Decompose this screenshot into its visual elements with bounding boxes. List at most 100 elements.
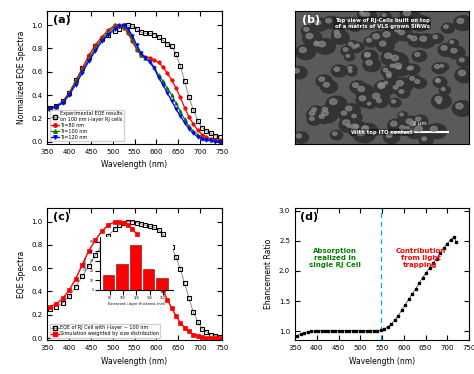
Y-axis label: Ehancement Ratio: Ehancement Ratio bbox=[264, 239, 273, 309]
Ti=80 nm bbox=[151, 58, 157, 62]
Experimental EQE results
on 100 nm i-layer RJ cells bbox=[195, 119, 201, 123]
Point bbox=[306, 79, 314, 85]
Circle shape bbox=[358, 86, 365, 91]
Ti=100 nm bbox=[106, 30, 111, 34]
Ti=120 nm bbox=[217, 140, 222, 144]
Point bbox=[382, 113, 389, 119]
Experimental EQE results
on 100 nm i-layer RJ cells bbox=[212, 134, 218, 138]
Point bbox=[423, 53, 431, 59]
Point bbox=[344, 118, 352, 124]
Circle shape bbox=[320, 80, 337, 93]
Point bbox=[336, 79, 344, 85]
Circle shape bbox=[393, 78, 413, 93]
Point bbox=[308, 105, 315, 111]
Circle shape bbox=[399, 90, 404, 93]
Simulation weighted by size distribution bbox=[204, 336, 210, 340]
Circle shape bbox=[391, 121, 397, 126]
Circle shape bbox=[334, 67, 339, 71]
Ti=120 nm bbox=[155, 75, 161, 80]
Ti=80 nm bbox=[99, 34, 105, 39]
Ti=100 nm bbox=[99, 37, 105, 42]
Point bbox=[341, 12, 348, 18]
Circle shape bbox=[448, 39, 458, 47]
Ti=80 nm bbox=[66, 91, 72, 95]
Circle shape bbox=[406, 119, 413, 124]
Point bbox=[456, 88, 464, 94]
Point bbox=[390, 108, 398, 114]
Circle shape bbox=[391, 84, 404, 94]
Ti=100 nm bbox=[53, 104, 59, 109]
Circle shape bbox=[312, 108, 317, 111]
Ti=120 nm bbox=[151, 66, 157, 71]
Circle shape bbox=[384, 82, 388, 84]
Circle shape bbox=[319, 42, 326, 47]
Circle shape bbox=[320, 105, 334, 116]
Experimental EQE results
on 100 nm i-layer RJ cells bbox=[66, 91, 72, 95]
Point bbox=[313, 139, 321, 145]
Circle shape bbox=[413, 18, 420, 24]
Point bbox=[430, 70, 438, 76]
Point bbox=[452, 33, 460, 39]
Ti=100 nm bbox=[195, 132, 201, 137]
Ti=120 nm bbox=[173, 107, 179, 111]
Point bbox=[414, 141, 421, 147]
Circle shape bbox=[432, 63, 447, 74]
Circle shape bbox=[439, 86, 450, 95]
Point bbox=[291, 78, 299, 84]
Circle shape bbox=[422, 137, 427, 141]
Ti=120 nm bbox=[80, 71, 85, 75]
Circle shape bbox=[397, 66, 401, 69]
Point bbox=[427, 104, 435, 110]
Circle shape bbox=[352, 45, 356, 48]
Point bbox=[416, 62, 424, 68]
Circle shape bbox=[413, 115, 428, 126]
Circle shape bbox=[420, 36, 427, 41]
Ti=80 nm bbox=[117, 23, 122, 27]
Circle shape bbox=[301, 25, 316, 36]
Circle shape bbox=[326, 19, 331, 23]
Circle shape bbox=[346, 65, 357, 73]
Ti=120 nm bbox=[164, 91, 170, 95]
Circle shape bbox=[410, 129, 415, 133]
Point bbox=[451, 111, 459, 117]
Circle shape bbox=[359, 123, 378, 138]
Point bbox=[434, 41, 441, 47]
Simulation weighted by size distribution bbox=[66, 288, 72, 292]
Ti=120 nm bbox=[143, 56, 148, 60]
Circle shape bbox=[296, 134, 301, 138]
Experimental EQE results
on 100 nm i-layer RJ cells bbox=[199, 125, 205, 130]
Ti=100 nm bbox=[164, 86, 170, 90]
Circle shape bbox=[315, 39, 335, 54]
Ti=100 nm bbox=[73, 80, 79, 85]
Ti=80 nm bbox=[112, 23, 118, 27]
Point bbox=[457, 69, 465, 75]
Point bbox=[405, 98, 413, 104]
Circle shape bbox=[361, 13, 365, 16]
Point bbox=[464, 27, 472, 33]
Circle shape bbox=[452, 101, 473, 116]
Ti=80 nm bbox=[53, 104, 59, 109]
Circle shape bbox=[319, 115, 324, 119]
Circle shape bbox=[387, 74, 392, 77]
Point bbox=[352, 83, 359, 89]
Circle shape bbox=[359, 96, 365, 101]
Ti=120 nm bbox=[212, 140, 218, 144]
Point bbox=[356, 16, 364, 22]
Point bbox=[337, 94, 345, 100]
Point bbox=[390, 113, 397, 119]
Point bbox=[309, 127, 316, 133]
Point bbox=[363, 126, 370, 132]
Circle shape bbox=[309, 111, 315, 115]
Point bbox=[298, 52, 306, 58]
Ti=80 nm bbox=[138, 53, 144, 58]
EQE of RJ Cell with i-layer ~ 100 nm bbox=[147, 224, 153, 229]
Circle shape bbox=[355, 128, 375, 142]
Circle shape bbox=[364, 37, 378, 47]
Point bbox=[340, 47, 347, 53]
Experimental EQE results
on 100 nm i-layer RJ cells bbox=[169, 44, 174, 48]
Point bbox=[350, 22, 358, 28]
Ti=80 nm bbox=[47, 107, 53, 111]
Circle shape bbox=[400, 8, 420, 23]
X-axis label: Wavelength (nm): Wavelength (nm) bbox=[101, 160, 168, 169]
Circle shape bbox=[407, 120, 422, 132]
